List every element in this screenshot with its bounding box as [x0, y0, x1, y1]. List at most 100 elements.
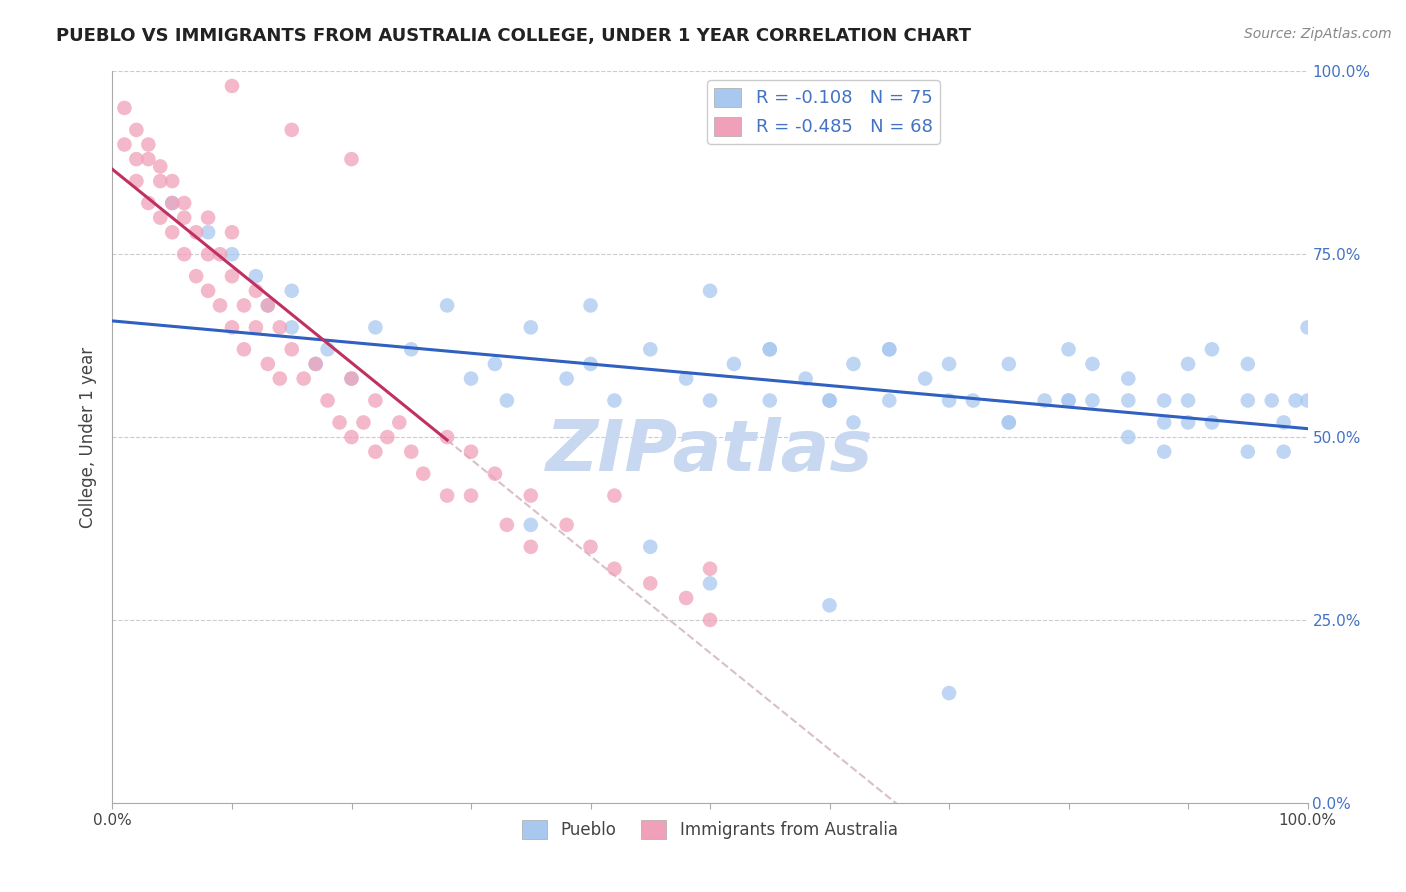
Point [245, 320, 267, 334]
Point [388, 416, 411, 430]
Point [209, 247, 232, 261]
Point [1057, 343, 1080, 357]
Point [520, 320, 543, 334]
Point [879, 343, 901, 357]
Point [138, 137, 160, 152]
Point [257, 298, 280, 312]
Point [1118, 371, 1140, 385]
Point [316, 343, 339, 357]
Point [173, 211, 195, 225]
Point [699, 393, 721, 408]
Point [162, 196, 183, 211]
Point [998, 416, 1021, 430]
Point [1081, 357, 1104, 371]
Point [340, 371, 363, 385]
Point [818, 393, 841, 408]
Point [221, 78, 243, 93]
Point [125, 123, 148, 137]
Point [579, 298, 602, 312]
Point [998, 357, 1021, 371]
Point [603, 489, 626, 503]
Point [436, 489, 458, 503]
Point [233, 343, 256, 357]
Point [460, 371, 482, 385]
Point [603, 393, 626, 408]
Point [1272, 444, 1295, 458]
Point [114, 137, 135, 152]
Point [914, 371, 936, 385]
Point [555, 517, 578, 532]
Point [364, 444, 387, 458]
Point [1153, 444, 1175, 458]
Point [352, 416, 374, 430]
Point [640, 343, 662, 357]
Point [759, 343, 782, 357]
Point [149, 160, 172, 174]
Point [1201, 343, 1223, 357]
Point [1272, 416, 1295, 430]
Point [305, 357, 328, 371]
Point [555, 371, 578, 385]
Point [245, 269, 267, 284]
Point [520, 517, 543, 532]
Point [1296, 320, 1319, 334]
Point [162, 196, 183, 211]
Point [842, 357, 865, 371]
Point [281, 123, 304, 137]
Point [340, 371, 363, 385]
Point [114, 101, 135, 115]
Point [520, 489, 543, 503]
Point [938, 393, 960, 408]
Point [1057, 393, 1080, 408]
Point [364, 320, 387, 334]
Point [998, 416, 1021, 430]
Point [818, 599, 841, 613]
Point [879, 393, 901, 408]
Point [149, 174, 172, 188]
Point [1237, 444, 1260, 458]
Point [759, 393, 782, 408]
Point [281, 320, 304, 334]
Point [699, 284, 721, 298]
Point [138, 152, 160, 166]
Point [125, 152, 148, 166]
Point [460, 444, 482, 458]
Y-axis label: College, Under 1 year: College, Under 1 year [79, 346, 97, 528]
Point [496, 517, 519, 532]
Point [1237, 393, 1260, 408]
Point [173, 247, 195, 261]
Point [269, 371, 291, 385]
Point [794, 371, 817, 385]
Point [340, 430, 363, 444]
Point [460, 489, 482, 503]
Point [197, 211, 219, 225]
Point [186, 225, 208, 239]
Point [723, 357, 745, 371]
Point [186, 269, 208, 284]
Text: ZIPatlas: ZIPatlas [547, 417, 873, 486]
Point [281, 343, 304, 357]
Point [377, 430, 399, 444]
Legend: Pueblo, Immigrants from Australia: Pueblo, Immigrants from Australia [516, 814, 904, 846]
Point [197, 225, 219, 239]
Point [436, 298, 458, 312]
Point [162, 225, 183, 239]
Point [221, 320, 243, 334]
Point [209, 298, 232, 312]
Point [401, 343, 423, 357]
Point [938, 357, 960, 371]
Point [257, 357, 280, 371]
Point [233, 298, 256, 312]
Point [484, 357, 506, 371]
Point [221, 269, 243, 284]
Text: Source: ZipAtlas.com: Source: ZipAtlas.com [1244, 27, 1392, 41]
Point [412, 467, 434, 481]
Point [1237, 357, 1260, 371]
Point [699, 576, 721, 591]
Point [520, 540, 543, 554]
Point [364, 393, 387, 408]
Point [699, 613, 721, 627]
Point [221, 225, 243, 239]
Point [1033, 393, 1056, 408]
Point [603, 562, 626, 576]
